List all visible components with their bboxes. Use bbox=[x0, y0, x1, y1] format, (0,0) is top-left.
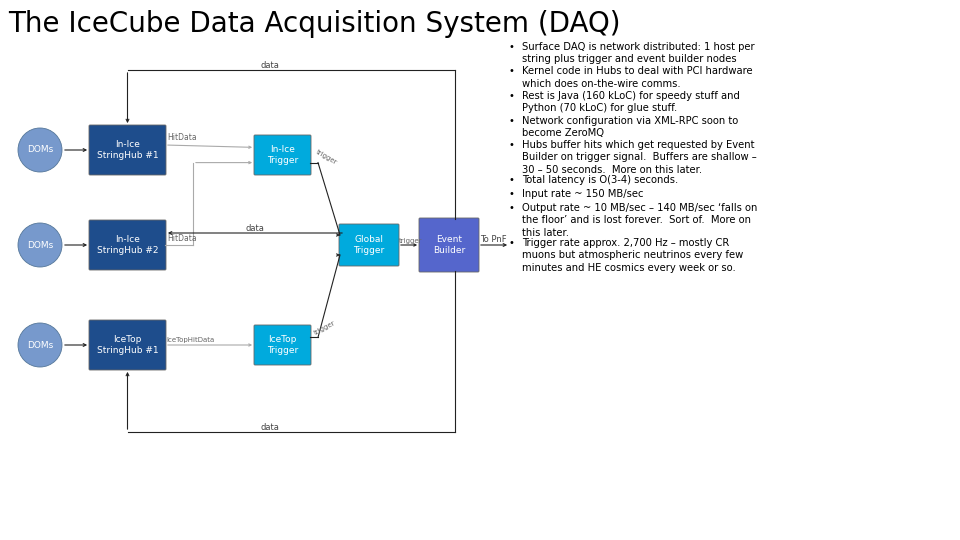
Text: Hubs buffer hits which get requested by Event
Builder on trigger signal.  Buffer: Hubs buffer hits which get requested by … bbox=[522, 140, 756, 175]
Text: trigger: trigger bbox=[313, 320, 337, 336]
FancyBboxPatch shape bbox=[89, 320, 166, 370]
Text: Rest is Java (160 kLoC) for speedy stuff and
Python (70 kLoC) for glue stuff.: Rest is Java (160 kLoC) for speedy stuff… bbox=[522, 91, 740, 113]
Text: •: • bbox=[508, 238, 514, 248]
Text: HitData: HitData bbox=[167, 234, 197, 243]
Text: Trigger rate approx. 2,700 Hz – mostly CR
muons but atmospheric neutrinos every : Trigger rate approx. 2,700 Hz – mostly C… bbox=[522, 238, 743, 273]
FancyBboxPatch shape bbox=[254, 325, 311, 365]
Text: trigger: trigger bbox=[399, 238, 422, 244]
Text: trigger: trigger bbox=[315, 148, 338, 166]
Text: •: • bbox=[508, 189, 514, 199]
Text: Event
Builder: Event Builder bbox=[433, 235, 466, 255]
Text: Kernel code in Hubs to deal with PCI hardware
which does on-the-wire comms.: Kernel code in Hubs to deal with PCI har… bbox=[522, 66, 753, 89]
Text: The IceCube Data Acquisition System (DAQ): The IceCube Data Acquisition System (DAQ… bbox=[8, 10, 620, 38]
Text: Global
Trigger: Global Trigger bbox=[353, 235, 385, 255]
Text: •: • bbox=[508, 91, 514, 101]
FancyBboxPatch shape bbox=[339, 224, 399, 266]
Text: Output rate ~ 10 MB/sec – 140 MB/sec ‘falls on
the floor’ and is lost forever.  : Output rate ~ 10 MB/sec – 140 MB/sec ‘fa… bbox=[522, 203, 757, 238]
FancyBboxPatch shape bbox=[89, 220, 166, 270]
Text: Network configuration via XML-RPC soon to
become ZeroMQ: Network configuration via XML-RPC soon t… bbox=[522, 116, 738, 138]
FancyBboxPatch shape bbox=[89, 125, 166, 175]
FancyBboxPatch shape bbox=[419, 218, 479, 272]
Text: data: data bbox=[260, 61, 279, 70]
Text: •: • bbox=[508, 116, 514, 125]
Circle shape bbox=[18, 223, 62, 267]
Text: •: • bbox=[508, 42, 514, 52]
Text: DOMs: DOMs bbox=[27, 341, 53, 349]
Text: In-Ice
StringHub #2: In-Ice StringHub #2 bbox=[97, 235, 158, 255]
Text: •: • bbox=[508, 203, 514, 213]
Text: HitData: HitData bbox=[167, 133, 197, 142]
Text: In-Ice
StringHub #1: In-Ice StringHub #1 bbox=[97, 140, 158, 160]
Text: •: • bbox=[508, 140, 514, 150]
Text: •: • bbox=[508, 175, 514, 185]
Text: IceTop
StringHub #1: IceTop StringHub #1 bbox=[97, 335, 158, 355]
Text: Surface DAQ is network distributed: 1 host per
string plus trigger and event bui: Surface DAQ is network distributed: 1 ho… bbox=[522, 42, 755, 64]
Text: IceTop
Trigger: IceTop Trigger bbox=[267, 335, 299, 355]
Text: Total latency is O(3-4) seconds.: Total latency is O(3-4) seconds. bbox=[522, 175, 679, 185]
Text: •: • bbox=[508, 66, 514, 77]
Circle shape bbox=[18, 323, 62, 367]
Text: data: data bbox=[260, 423, 279, 432]
Text: DOMs: DOMs bbox=[27, 240, 53, 249]
Text: In-Ice
Trigger: In-Ice Trigger bbox=[267, 145, 299, 165]
Circle shape bbox=[18, 128, 62, 172]
Text: DOMs: DOMs bbox=[27, 145, 53, 154]
FancyBboxPatch shape bbox=[254, 135, 311, 175]
Text: data: data bbox=[246, 224, 264, 233]
Text: IceTopHitData: IceTopHitData bbox=[166, 337, 214, 343]
Text: Input rate ~ 150 MB/sec: Input rate ~ 150 MB/sec bbox=[522, 189, 643, 199]
Text: To PnF: To PnF bbox=[480, 235, 507, 244]
